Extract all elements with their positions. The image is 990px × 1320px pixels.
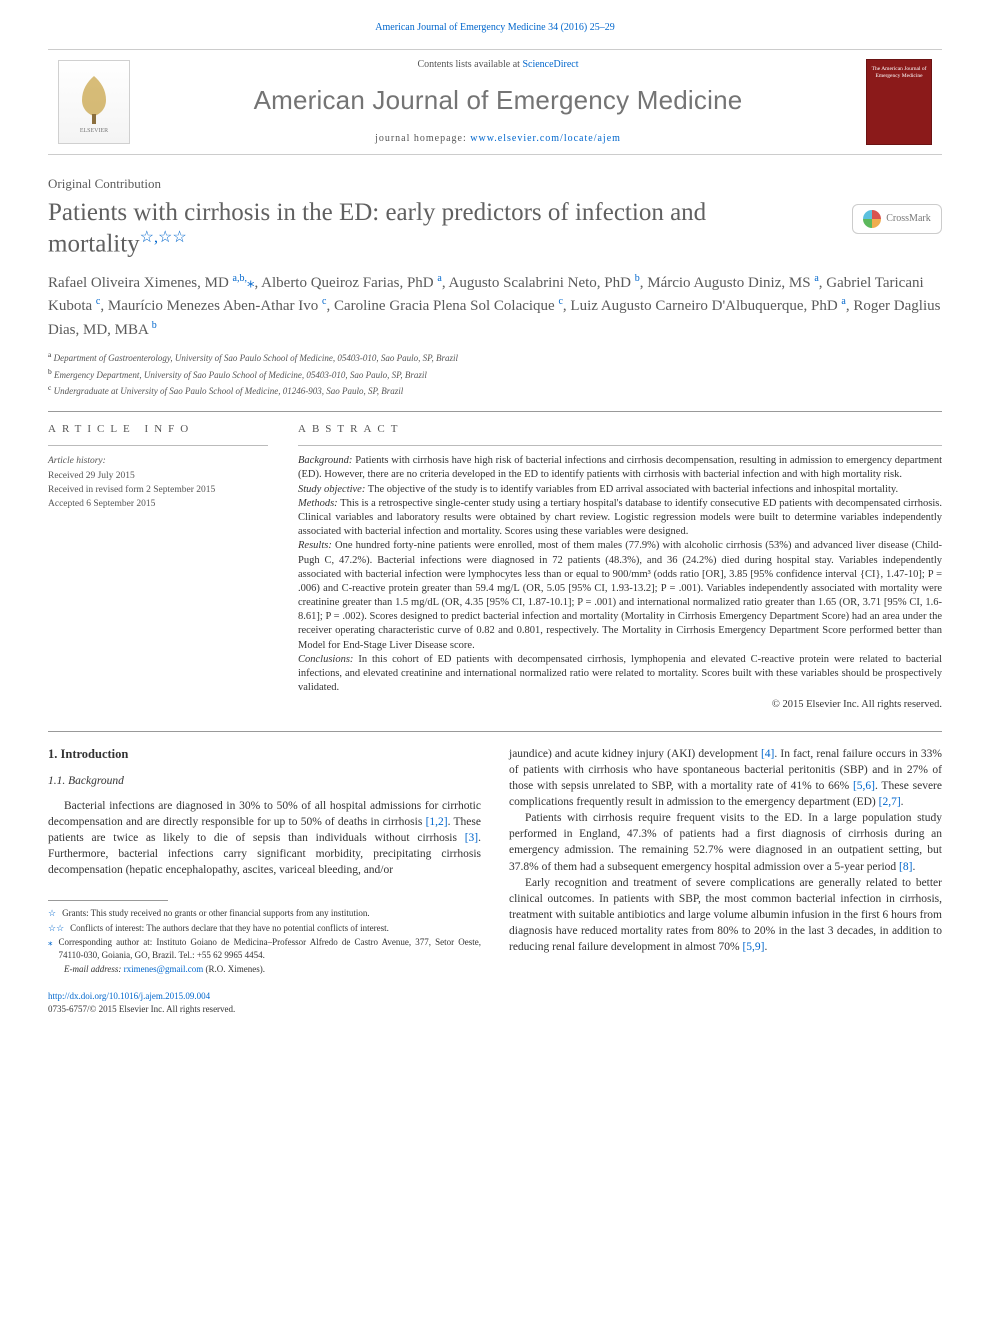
divider [298,445,942,446]
body-two-column: 1. Introduction 1.1. Background Bacteria… [48,746,942,1015]
footnote-text: Conflicts of interest: The authors decla… [70,922,389,935]
title-row: Patients with cirrhosis in the ED: early… [48,198,942,259]
article-history: Article history: Received 29 July 2015 R… [48,454,268,511]
body-right-column: jaundice) and acute kidney injury (AKI) … [509,746,942,1015]
abstract-conclusions: In this cohort of ED patients with decom… [298,654,942,693]
footnote-text: Corresponding author at: Instituto Goian… [59,936,482,961]
abstract-copyright: © 2015 Elsevier Inc. All rights reserved… [298,698,942,713]
divider [48,445,268,446]
authors: Rafael Oliveira Ximenes, MD a,b,⁎, Alber… [48,271,942,342]
contents-prefix: Contents lists available at [417,59,522,70]
divider [48,731,942,732]
body-text: Early recognition and treatment of sever… [509,877,942,953]
body-text: Patients with cirrhosis require frequent… [509,812,942,872]
elsevier-tree-icon: ELSEVIER [67,70,121,134]
affiliation-line: b Emergency Department, University of Sa… [48,366,942,383]
ref-link[interactable]: [1,2] [426,816,448,828]
ref-link[interactable]: [5,9] [742,941,764,953]
body-text: Bacterial infections are diagnosed in 30… [48,800,481,828]
abstract-objective: The objective of the study is to identif… [368,484,898,495]
abstract-col: ABSTRACT Background: Patients with cirrh… [298,422,942,713]
divider [48,411,942,412]
ref-link[interactable]: [2,7] [879,796,901,808]
ref-link[interactable]: [5,6] [853,780,875,792]
footnotes: ☆ Grants: This study received no grants … [48,900,481,976]
abstract-results: One hundred forty-nine patients were enr… [298,540,942,650]
footnote-corresponding: ⁎ Corresponding author at: Instituto Goi… [48,936,481,961]
email-suffix: (R.O. Ximenes). [203,964,265,974]
ref-link[interactable]: [3] [465,832,478,844]
abstract-methods: This is a retrospective single-center st… [298,498,942,537]
journal-cover-text: The American Journal of Emergency Medici… [867,66,931,79]
abstract-conclusions-label: Conclusions: [298,654,353,665]
doi-link[interactable]: http://dx.doi.org/10.1016/j.ajem.2015.09… [48,991,210,1001]
history-label: Article history: [48,456,106,466]
ref-link[interactable]: [8] [899,861,912,873]
footnote-symbol: ☆☆ [48,922,64,935]
footnote-rule [48,900,168,901]
abstract-label: ABSTRACT [298,422,942,437]
svg-text:ELSEVIER: ELSEVIER [80,128,108,134]
article-type: Original Contribution [48,175,942,193]
history-accepted: Accepted 6 September 2015 [48,499,155,509]
abstract-text: Background: Patients with cirrhosis have… [298,454,942,695]
journal-cover-thumb[interactable]: The American Journal of Emergency Medici… [866,59,932,145]
body-text: jaundice) and acute kidney injury (AKI) … [509,748,761,760]
affiliation-line: c Undergraduate at University of Sao Pau… [48,382,942,399]
title-footnote-marks[interactable]: ☆,☆☆ [140,229,187,246]
body-text: . [764,941,767,953]
journal-homepage-line: journal homepage: www.elsevier.com/locat… [146,132,850,146]
history-revised: Received in revised form 2 September 201… [48,485,215,495]
subsection-heading-background: 1.1. Background [48,773,481,789]
sciencedirect-link[interactable]: ScienceDirect [522,59,578,70]
journal-homepage-link[interactable]: www.elsevier.com/locate/ajem [470,133,621,144]
journal-citation-link[interactable]: American Journal of Emergency Medicine 3… [375,22,614,33]
journal-header-center: Contents lists available at ScienceDirec… [146,58,850,146]
body-paragraph: Early recognition and treatment of sever… [509,875,942,955]
history-received: Received 29 July 2015 [48,471,135,481]
abstract-methods-label: Methods: [298,498,338,509]
ref-link[interactable]: [4] [761,748,774,760]
abstract-background: Patients with cirrhosis have high risk o… [298,455,942,480]
body-paragraph: Patients with cirrhosis require frequent… [509,810,942,874]
elsevier-logo[interactable]: ELSEVIER [58,60,130,144]
journal-citation: American Journal of Emergency Medicine 3… [48,18,942,35]
article-title: Patients with cirrhosis in the ED: early… [48,198,838,259]
article-info-col: ARTICLE INFO Article history: Received 2… [48,422,268,713]
footnote-text: Grants: This study received no grants or… [62,907,370,920]
email-link[interactable]: rximenes@gmail.com [124,964,204,974]
footnote-conflicts: ☆☆ Conflicts of interest: The authors de… [48,922,481,935]
email-label: E-mail address: [64,964,121,974]
article-info-label: ARTICLE INFO [48,422,268,437]
affiliation-line: a Department of Gastroenterology, Univer… [48,349,942,366]
body-text: . [901,796,904,808]
contents-available-line: Contents lists available at ScienceDirec… [146,58,850,72]
crossmark-badge[interactable]: CrossMark [852,204,942,234]
abstract-background-label: Background: [298,455,352,466]
affiliations: a Department of Gastroenterology, Univer… [48,349,942,399]
info-abstract-row: ARTICLE INFO Article history: Received 2… [48,422,942,713]
body-paragraph: jaundice) and acute kidney injury (AKI) … [509,746,942,810]
body-text: . [912,861,915,873]
body-left-column: 1. Introduction 1.1. Background Bacteria… [48,746,481,1015]
homepage-prefix: journal homepage: [375,133,470,144]
abstract-objective-label: Study objective: [298,484,365,495]
crossmark-icon [863,210,881,228]
journal-header: ELSEVIER Contents lists available at Sci… [48,49,942,155]
crossmark-label: CrossMark [886,212,930,226]
issn-copyright: 0735-6757/© 2015 Elsevier Inc. All right… [48,1004,235,1014]
footnote-symbol: ☆ [48,907,56,920]
abstract-results-label: Results: [298,540,332,551]
section-heading-introduction: 1. Introduction [48,746,481,764]
footnote-email: E-mail address: rximenes@gmail.com (R.O.… [48,963,481,976]
footnote-grants: ☆ Grants: This study received no grants … [48,907,481,920]
journal-name: American Journal of Emergency Medicine [146,82,850,118]
bottom-meta: http://dx.doi.org/10.1016/j.ajem.2015.09… [48,990,481,1015]
footnote-symbol: ⁎ [48,936,53,961]
body-paragraph: Bacterial infections are diagnosed in 30… [48,798,481,878]
